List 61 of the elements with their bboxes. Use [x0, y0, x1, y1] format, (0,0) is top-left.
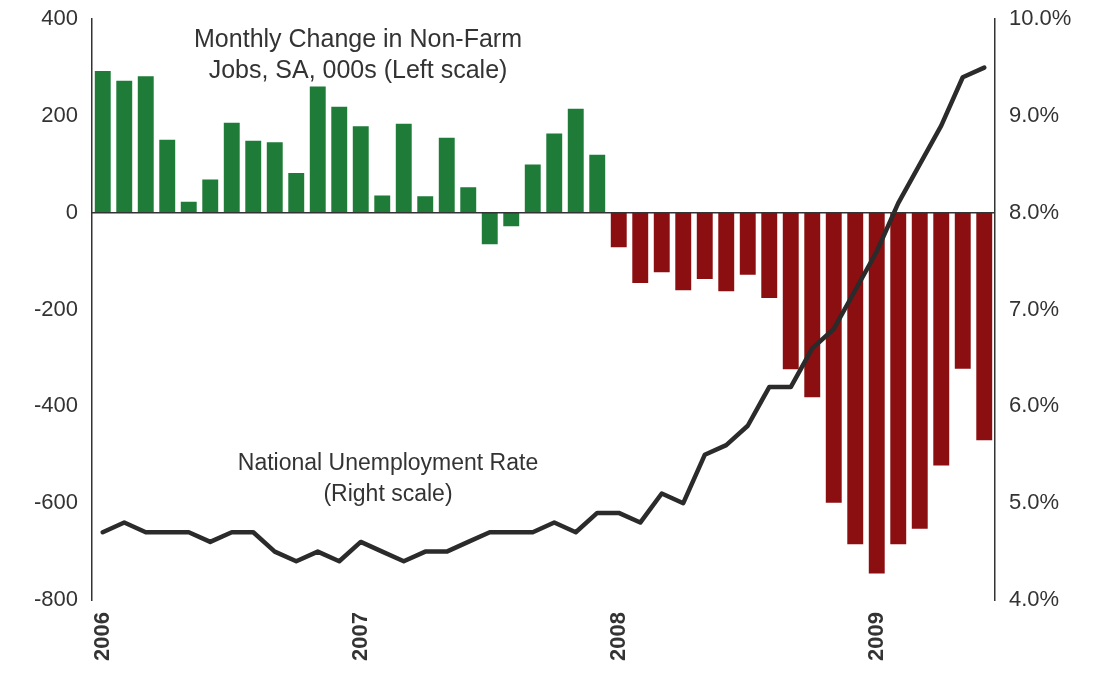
y2-tick-label: 8.0%	[1009, 198, 1060, 224]
y-tick-label: -600	[33, 489, 78, 515]
x-tick-label: 2006	[88, 612, 114, 661]
bar	[567, 108, 584, 213]
bar	[331, 106, 348, 213]
bar	[954, 212, 971, 369]
y-tick-label: 200	[41, 102, 78, 128]
bar	[116, 80, 133, 213]
bar	[782, 212, 799, 370]
bar	[718, 212, 735, 292]
x-tick-label: 2007	[346, 612, 372, 661]
bar	[868, 212, 885, 574]
y-tick-label: 0	[65, 198, 78, 224]
bar	[137, 76, 154, 213]
y-tick-label: -200	[33, 295, 78, 321]
bar	[309, 86, 326, 213]
bar	[653, 212, 670, 273]
series-label: National Unemployment Rate (Right scale)	[237, 448, 539, 506]
bar	[266, 142, 283, 213]
bar	[696, 212, 713, 280]
bar	[825, 212, 842, 503]
bar	[911, 212, 928, 529]
bar	[438, 137, 455, 213]
y-tick-label: 400	[41, 5, 78, 31]
x-tick-label: 2008	[604, 612, 630, 661]
series-label: Monthly Change in Non-Farm Jobs, SA, 000s (Left scale)	[194, 24, 522, 84]
bar	[245, 140, 262, 213]
bar	[352, 126, 369, 213]
bar	[804, 212, 821, 398]
bar	[890, 212, 907, 545]
bar	[524, 164, 541, 213]
bar	[180, 201, 197, 213]
bar	[395, 123, 412, 213]
bar	[933, 212, 950, 466]
bar	[739, 212, 756, 275]
bar	[374, 195, 391, 213]
bar	[223, 122, 240, 213]
bar	[976, 212, 993, 441]
y2-tick-label: 4.0%	[1009, 586, 1060, 612]
bar	[610, 212, 627, 248]
bar	[94, 70, 111, 213]
bar	[761, 212, 778, 298]
bar	[159, 139, 176, 213]
y2-tick-label: 9.0%	[1009, 102, 1060, 128]
y2-tick-label: 7.0%	[1009, 295, 1060, 321]
x-tick-label: 2009	[862, 612, 888, 661]
bar	[847, 212, 864, 545]
bar	[675, 212, 692, 291]
y-tick-label: -400	[33, 392, 78, 418]
bar	[202, 179, 219, 213]
bar	[417, 196, 434, 213]
bar	[546, 133, 563, 213]
bar	[460, 187, 477, 213]
y-tick-label: -800	[33, 586, 78, 612]
bar	[481, 212, 498, 245]
bar	[589, 154, 606, 213]
y2-tick-label: 10.0%	[1009, 5, 1072, 31]
bar	[632, 212, 649, 283]
y2-tick-label: 5.0%	[1009, 489, 1060, 515]
bar	[288, 173, 305, 213]
y2-tick-label: 6.0%	[1009, 392, 1060, 418]
